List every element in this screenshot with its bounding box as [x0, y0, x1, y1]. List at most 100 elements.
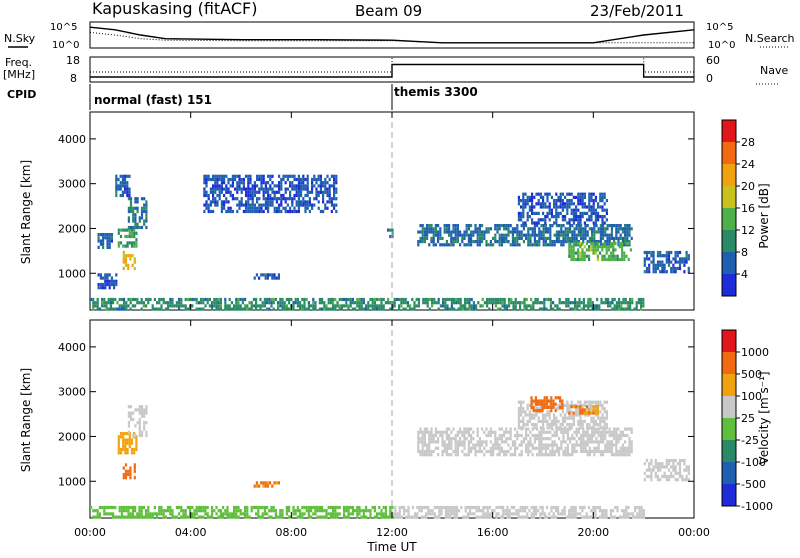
colorbar-tick-label: 12: [741, 224, 755, 237]
heatmap-cell: [360, 297, 363, 302]
heatmap-cell: [613, 427, 616, 431]
heatmap-cell: [209, 177, 212, 182]
heatmap-cell: [553, 430, 556, 434]
heatmap-cell: [122, 250, 125, 255]
heatmap-cell: [382, 512, 385, 516]
heatmap-cell: [604, 443, 607, 447]
heatmap-cell: [231, 181, 234, 185]
heatmap-cell: [494, 240, 497, 244]
heatmap-cell: [273, 190, 276, 194]
heatmap-cell: [533, 227, 536, 231]
heatmap-cell: [140, 213, 144, 217]
heatmap-cell: [529, 443, 532, 447]
heatmap-cell: [620, 307, 623, 311]
heatmap-cell: [544, 453, 547, 457]
heatmap-cell: [189, 509, 192, 513]
heatmap-cell: [559, 399, 562, 403]
heatmap-cell: [267, 197, 270, 201]
heatmap-cell: [481, 297, 484, 302]
heatmap-cell: [572, 411, 575, 415]
heatmap-cell: [557, 505, 560, 510]
heatmap-cell: [588, 440, 591, 444]
heatmap-cell: [316, 505, 319, 510]
heatmap-cell: [225, 174, 228, 178]
heatmap-cell: [606, 227, 609, 231]
heatmap-cell: [626, 449, 629, 454]
heatmap-cell: [128, 228, 131, 232]
heatmap-cell: [461, 440, 464, 444]
heatmap-cell: [602, 233, 605, 237]
colorbar-tick-label: 20: [741, 180, 755, 193]
heatmap-cell: [252, 505, 255, 510]
heatmap-cell: [171, 297, 174, 302]
heatmap-cell: [306, 181, 309, 185]
heatmap-cell: [683, 468, 686, 472]
heatmap-cell: [249, 197, 252, 201]
heatmap-cell: [642, 304, 645, 308]
heatmap-cell: [591, 230, 594, 234]
heatmap-cell: [599, 192, 602, 196]
heatmap-cell: [279, 297, 282, 302]
heatmap-cell: [555, 230, 558, 234]
heatmap-cell: [640, 307, 643, 311]
heatmap-cell: [499, 301, 502, 305]
heatmap-cell: [503, 430, 506, 434]
heatmap-cell: [191, 304, 194, 308]
heatmap-cell: [131, 509, 134, 513]
heatmap-cell: [223, 203, 226, 207]
heatmap-cell: [419, 427, 422, 431]
heatmap-cell: [544, 224, 547, 228]
heatmap-cell: [575, 413, 578, 417]
heatmap-cell: [109, 512, 112, 516]
heatmap-cell: [211, 509, 214, 513]
heatmap-cell: [565, 515, 568, 519]
heatmap-cell: [558, 437, 561, 441]
heatmap-cell: [437, 224, 440, 228]
heatmap-cell: [500, 437, 503, 441]
heatmap-cell: [318, 301, 321, 305]
heatmap-cell: [466, 297, 469, 302]
heatmap-cell: [223, 206, 226, 210]
heatmap-cell: [581, 426, 584, 430]
heatmap-cell: [248, 301, 251, 305]
heatmap-cell: [481, 236, 484, 240]
heatmap-cell: [547, 453, 550, 457]
heatmap-cell: [495, 515, 498, 519]
heatmap-cell: [258, 484, 261, 488]
heatmap-cell: [482, 505, 485, 510]
heatmap-cell: [523, 304, 526, 308]
heatmap-cell: [105, 505, 108, 510]
heatmap-cell: [605, 199, 608, 203]
heatmap-cell: [261, 515, 264, 519]
heatmap-cell: [583, 202, 586, 206]
heatmap-cell: [610, 453, 613, 457]
heatmap-cell: [538, 446, 541, 450]
heatmap-cell: [138, 512, 141, 516]
heatmap-cell: [615, 453, 618, 457]
heatmap-cell: [99, 282, 102, 287]
heatmap-cell: [470, 233, 473, 237]
heatmap-cell: [389, 509, 392, 513]
heatmap-cell: [448, 227, 451, 231]
heatmap-cell: [528, 403, 531, 407]
heatmap-cell: [624, 453, 627, 457]
heatmap-cell: [596, 411, 599, 415]
heatmap-cell: [448, 243, 451, 247]
heatmap-cell: [356, 509, 359, 513]
heatmap-cell: [426, 443, 429, 447]
heatmap-cell: [133, 266, 136, 271]
heatmap-cell: [542, 426, 545, 430]
heatmap-cell: [659, 468, 662, 472]
heatmap-cell: [602, 227, 605, 231]
heatmap-cell: [129, 466, 132, 470]
heatmap-cell: [468, 297, 471, 302]
heatmap-cell: [136, 209, 139, 214]
heatmap-cell: [127, 424, 130, 428]
heatmap-cell: [544, 236, 547, 240]
heatmap-cell: [650, 254, 653, 258]
heatmap-cell: [145, 219, 148, 223]
heatmap-cell: [258, 206, 261, 210]
heatmap-cell: [674, 266, 677, 271]
heatmap-cell: [667, 260, 671, 264]
